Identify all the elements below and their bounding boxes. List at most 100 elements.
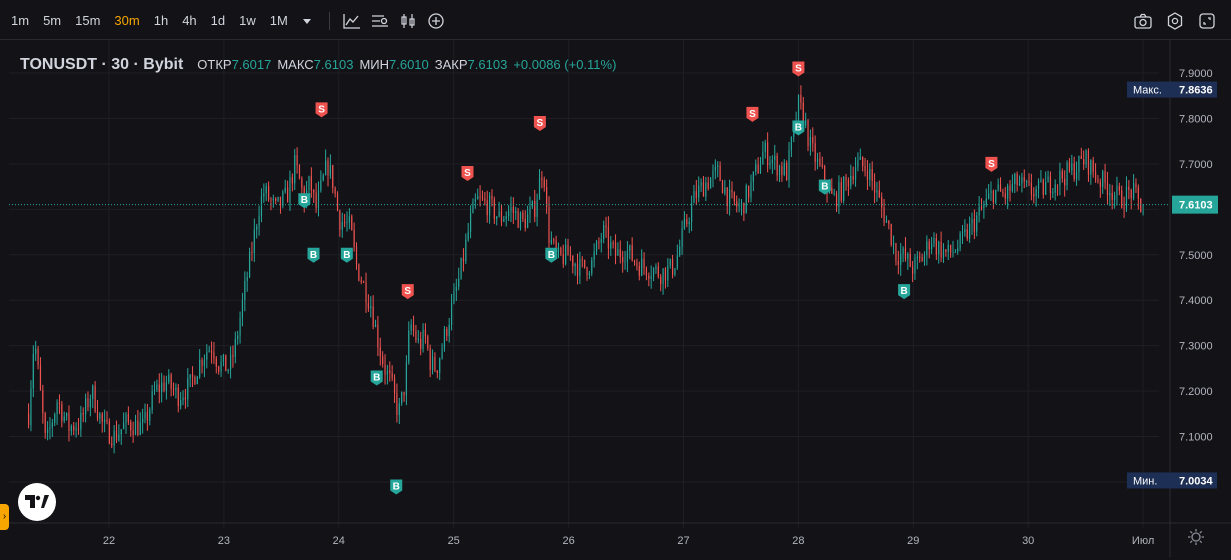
timeframe-1m[interactable]: 1m bbox=[11, 13, 30, 28]
signal-label: B bbox=[343, 250, 350, 261]
candle-body bbox=[686, 219, 688, 225]
signal-label: B bbox=[310, 250, 317, 261]
candle-body bbox=[538, 178, 541, 200]
candle-body bbox=[671, 259, 674, 275]
tradingview-logo[interactable] bbox=[18, 483, 56, 521]
candle-body bbox=[519, 212, 522, 228]
candle-body bbox=[938, 241, 940, 255]
candle-body bbox=[1109, 193, 1111, 196]
add-icon[interactable] bbox=[424, 10, 448, 32]
timeframe-30m[interactable]: 30m bbox=[114, 13, 140, 28]
candle-body bbox=[427, 336, 429, 349]
candle-body bbox=[289, 177, 291, 203]
candle-body bbox=[175, 387, 177, 390]
candle-body bbox=[401, 391, 403, 404]
candle-body bbox=[139, 422, 141, 435]
candle-body bbox=[1014, 173, 1016, 185]
candle-body bbox=[605, 225, 607, 228]
timeframe-5m[interactable]: 5m bbox=[43, 13, 62, 28]
candle-body bbox=[177, 387, 179, 407]
candle-body bbox=[907, 253, 909, 259]
candle-body bbox=[1080, 155, 1082, 159]
fullscreen-icon[interactable] bbox=[1195, 10, 1219, 32]
candle-body bbox=[443, 329, 446, 349]
candle-body bbox=[51, 422, 53, 428]
timeframe-dropdown-icon[interactable] bbox=[302, 18, 311, 24]
sell-signal-marker bbox=[461, 165, 474, 181]
candle-body bbox=[358, 264, 360, 281]
candle-body bbox=[759, 164, 762, 174]
y-tick-label: 7.4000 bbox=[1179, 295, 1213, 307]
candle-body bbox=[565, 244, 567, 265]
candle-body bbox=[959, 233, 961, 249]
candle-body bbox=[807, 120, 809, 147]
candle-body bbox=[184, 397, 187, 400]
candles-icon[interactable] bbox=[396, 10, 420, 32]
candle-body bbox=[208, 350, 210, 352]
candle-body bbox=[474, 199, 476, 202]
timeframe-1M[interactable]: 1M bbox=[269, 13, 288, 28]
candle-body bbox=[662, 268, 664, 285]
timeframe-1d[interactable]: 1d bbox=[210, 13, 226, 28]
y-tick-label: 7.7000 bbox=[1179, 159, 1213, 171]
signal-label: S bbox=[988, 159, 995, 170]
price-chart[interactable]: 7.90007.80007.70007.60007.50007.40007.30… bbox=[0, 40, 1231, 557]
candle-body bbox=[897, 261, 899, 265]
candle-body bbox=[377, 324, 379, 348]
candle-body bbox=[82, 413, 84, 415]
candle-body bbox=[218, 366, 220, 372]
candle-body bbox=[997, 184, 999, 190]
candle-body bbox=[27, 413, 30, 426]
candle-body bbox=[63, 416, 65, 422]
candle-body bbox=[786, 163, 788, 181]
candle-body bbox=[603, 225, 605, 240]
timeframe-1w[interactable]: 1w bbox=[239, 13, 256, 28]
side-panel-toggle[interactable]: › bbox=[0, 504, 9, 530]
candle-body bbox=[73, 426, 75, 431]
candle-body bbox=[522, 212, 524, 219]
candle-body bbox=[56, 402, 58, 415]
candle-body bbox=[995, 189, 997, 203]
candle-body bbox=[1071, 163, 1073, 171]
candle-body bbox=[1121, 190, 1123, 208]
candle-body bbox=[900, 253, 902, 265]
settings-icon[interactable] bbox=[1163, 10, 1187, 32]
candle-body bbox=[448, 324, 450, 337]
x-tick-label: 24 bbox=[333, 535, 345, 547]
candle-body bbox=[707, 182, 709, 189]
candle-body bbox=[743, 202, 745, 214]
candle-body bbox=[854, 167, 857, 180]
candle-body bbox=[517, 211, 519, 228]
candle-body bbox=[213, 352, 215, 359]
candle-body bbox=[322, 174, 324, 181]
candle-body bbox=[890, 224, 892, 245]
max-price-tag-bg bbox=[1127, 81, 1217, 98]
candle-body bbox=[712, 170, 714, 179]
camera-icon[interactable] bbox=[1131, 10, 1155, 32]
candle-body bbox=[206, 351, 208, 360]
candle-body bbox=[256, 226, 258, 230]
candle-body bbox=[645, 267, 648, 276]
candle-body bbox=[367, 303, 369, 309]
timeframe-15m[interactable]: 15m bbox=[75, 13, 101, 28]
candle-body bbox=[49, 427, 51, 430]
candle-body bbox=[1104, 171, 1106, 183]
indicators-icon[interactable] bbox=[368, 10, 392, 32]
chart-type-icon[interactable] bbox=[340, 10, 364, 32]
candle-body bbox=[985, 198, 987, 205]
candle-body bbox=[144, 412, 146, 419]
candle-body bbox=[472, 201, 474, 214]
candle-body bbox=[272, 198, 274, 200]
scale-settings-icon[interactable] bbox=[1187, 528, 1205, 549]
chart-area[interactable]: 7.90007.80007.70007.60007.50007.40007.30… bbox=[0, 40, 1231, 557]
signal-label: B bbox=[548, 250, 555, 261]
candle-body bbox=[386, 370, 389, 375]
timeframe-4h[interactable]: 4h bbox=[182, 13, 197, 28]
candle-body bbox=[327, 160, 329, 176]
timeframe-1h[interactable]: 1h bbox=[153, 13, 169, 28]
y-tick-label: 7.1000 bbox=[1179, 432, 1213, 444]
candle-body bbox=[153, 389, 156, 392]
symbol-title[interactable]: TONUSDT · 30 · Bybit bbox=[20, 56, 184, 73]
candle-body bbox=[612, 242, 614, 244]
candle-body bbox=[980, 207, 983, 209]
